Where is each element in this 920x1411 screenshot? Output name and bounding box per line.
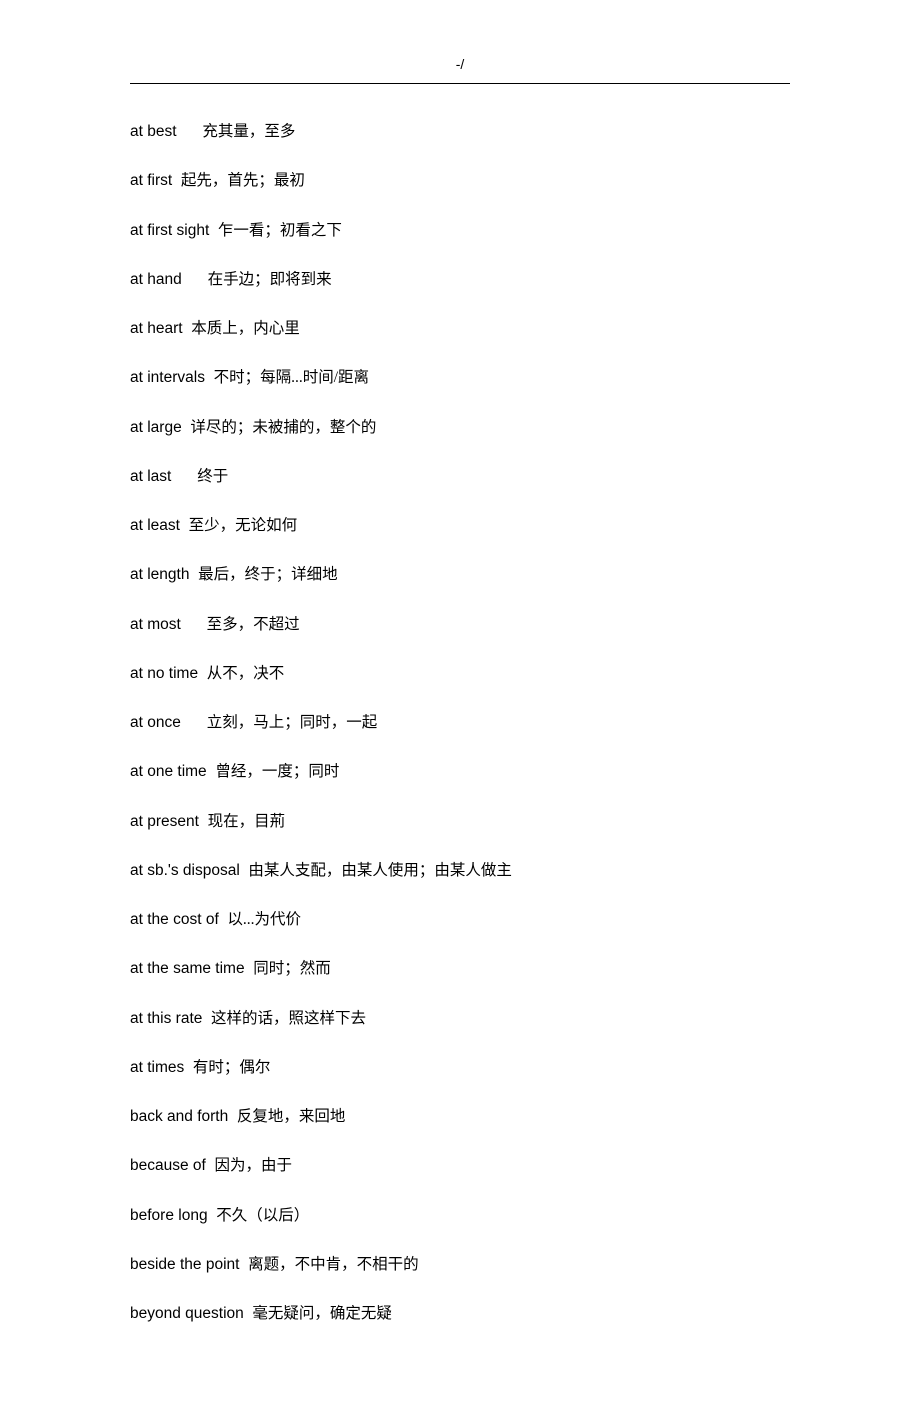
english-term: before long (130, 1207, 208, 1224)
chinese-definition: 最后，终于；详细地 (198, 566, 338, 583)
vocabulary-entry: at heart 本质上，内心里 (130, 317, 790, 340)
chinese-definition: 毫无疑问，确定无疑 (252, 1305, 392, 1322)
vocabulary-entry: beyond question 毫无疑问，确定无疑 (130, 1302, 790, 1325)
vocabulary-entry: back and forth 反复地，来回地 (130, 1105, 790, 1128)
vocabulary-entry: at once 立刻，马上；同时，一起 (130, 711, 790, 734)
chinese-definition: 离题，不中肯，不相干的 (248, 1256, 419, 1273)
english-term: at heart (130, 320, 183, 337)
vocabulary-entry: at one time 曾经，一度；同时 (130, 760, 790, 783)
english-term: at least (130, 517, 180, 534)
english-term: at no time (130, 665, 198, 682)
english-term: at most (130, 616, 181, 633)
vocabulary-entry: at least 至少，无论如何 (130, 514, 790, 537)
english-term: at the same time (130, 960, 245, 977)
chinese-definition: 至少，无论如何 (189, 517, 298, 534)
chinese-definition: 曾经，一度；同时 (215, 763, 339, 780)
english-term: at large (130, 419, 182, 436)
english-term: at once (130, 714, 181, 731)
chinese-definition: 不时；每隔...时间/距离 (214, 369, 369, 386)
chinese-definition: 详尽的；未被捕的，整个的 (190, 419, 376, 436)
chinese-definition: 本质上，内心里 (191, 320, 300, 337)
vocabulary-entry: at most 至多，不超过 (130, 613, 790, 636)
chinese-definition: 这样的话，照这样下去 (211, 1010, 366, 1027)
chinese-definition: 立刻，马上；同时，一起 (207, 714, 378, 731)
vocabulary-entry: at the same time 同时；然而 (130, 957, 790, 980)
chinese-definition: 现在，目荊 (208, 813, 286, 830)
chinese-definition: 起先，首先；最初 (181, 172, 305, 189)
document-page: -/ at best 充其量，至多at first 起先，首先；最初at fir… (0, 0, 920, 1411)
chinese-definition: 同时；然而 (253, 960, 331, 977)
vocabulary-entry: at best 充其量，至多 (130, 120, 790, 143)
english-term: at the cost of (130, 911, 219, 928)
page-marker: -/ (456, 56, 465, 72)
chinese-definition: 终于 (197, 468, 228, 485)
vocabulary-entry: at present 现在，目荊 (130, 810, 790, 833)
vocabulary-entry: at hand 在手边；即将到来 (130, 268, 790, 291)
chinese-definition: 有时；偶尔 (193, 1059, 271, 1076)
english-term: at this rate (130, 1010, 202, 1027)
chinese-definition: 从不，决不 (207, 665, 285, 682)
english-term: at sb.'s disposal (130, 862, 240, 879)
chinese-definition: 由某人支配，由某人使用；由某人做主 (248, 862, 512, 879)
chinese-definition: 因为，由于 (214, 1157, 292, 1174)
vocabulary-entry: at this rate 这样的话，照这样下去 (130, 1007, 790, 1030)
english-term: at best (130, 123, 177, 140)
vocabulary-entry: at last 终于 (130, 465, 790, 488)
english-term: beyond question (130, 1305, 244, 1322)
vocabulary-entry: at times 有时；偶尔 (130, 1056, 790, 1079)
english-term: back and forth (130, 1108, 228, 1125)
vocabulary-entry: before long 不久（以后） (130, 1204, 790, 1227)
chinese-definition: 不久（以后） (216, 1207, 309, 1224)
vocabulary-entry: at first 起先，首先；最初 (130, 169, 790, 192)
chinese-definition: 乍一看；初看之下 (218, 222, 342, 239)
vocabulary-entry: at sb.'s disposal 由某人支配，由某人使用；由某人做主 (130, 859, 790, 882)
vocabulary-entry: at large 详尽的；未被捕的，整个的 (130, 416, 790, 439)
vocabulary-entry: at length 最后，终于；详细地 (130, 563, 790, 586)
english-term: at first sight (130, 222, 209, 239)
english-term: at first (130, 172, 172, 189)
english-term: at times (130, 1059, 184, 1076)
header-rule (130, 83, 790, 84)
chinese-definition: 充其量，至多 (202, 123, 295, 140)
chinese-definition: 反复地，来回地 (237, 1108, 346, 1125)
english-term: at present (130, 813, 199, 830)
vocabulary-entry: at intervals 不时；每隔...时间/距离 (130, 366, 790, 389)
english-term: at intervals (130, 369, 205, 386)
vocabulary-list: at best 充其量，至多at first 起先，首先；最初at first … (130, 120, 790, 1325)
english-term: at hand (130, 271, 182, 288)
chinese-definition: 在手边；即将到来 (208, 271, 332, 288)
vocabulary-entry: because of 因为，由于 (130, 1154, 790, 1177)
vocabulary-entry: at first sight 乍一看；初看之下 (130, 219, 790, 242)
english-term: at length (130, 566, 189, 583)
vocabulary-entry: at the cost of 以...为代价 (130, 908, 790, 931)
english-term: at last (130, 468, 171, 485)
page-header: -/ (130, 60, 790, 84)
english-term: beside the point (130, 1256, 239, 1273)
chinese-definition: 以...为代价 (227, 911, 301, 928)
english-term: at one time (130, 763, 207, 780)
english-term: because of (130, 1157, 206, 1174)
chinese-definition: 至多，不超过 (207, 616, 300, 633)
vocabulary-entry: at no time 从不，决不 (130, 662, 790, 685)
vocabulary-entry: beside the point 离题，不中肯，不相干的 (130, 1253, 790, 1276)
